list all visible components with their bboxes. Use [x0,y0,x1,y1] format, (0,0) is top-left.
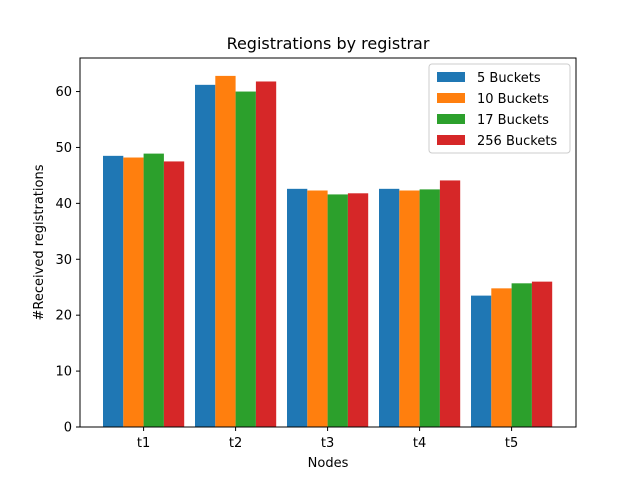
bar-t1-series-3 [143,153,164,427]
bar-t3-series-3 [327,194,348,427]
legend-entry-label: 5 Buckets [477,71,541,86]
bar-t2-series-4 [255,81,277,428]
y-axis-label: #Received registrations [32,164,47,320]
bar-t4-series-3 [419,189,440,427]
x-axis-label: Nodes [308,456,349,471]
bar-t2-series-2 [215,75,236,428]
bar-t3-series-1 [287,188,308,427]
x-axis: t1 t2 t3 t4 t5 [137,427,518,451]
legend-entry-label: 10 Buckets [477,92,549,107]
y-tick-label: 50 [55,141,72,156]
bar-t1-series-1 [103,155,124,427]
legend-swatch [437,93,465,103]
bar-t4-series-1 [379,188,400,427]
bar-t3-series-4 [347,193,369,427]
y-tick-label: 20 [55,309,72,324]
legend-swatch [437,114,465,124]
legend-box [428,63,571,154]
bar-t5-series-2 [491,288,512,427]
bar-t1-series-4 [163,161,185,427]
bar-t5-series-4 [531,281,553,427]
bar-t5-series-3 [511,283,532,427]
legend-swatch [437,135,465,145]
legend-entry-label: 17 Buckets [477,113,549,128]
bar-t1-series-2 [123,157,144,427]
y-tick-label: 10 [55,365,72,380]
bar-t3-series-2 [307,190,328,427]
bars-layer [103,75,553,428]
legend: 5 Buckets 10 Buckets 17 Buckets 256 Buckets [428,63,571,154]
x-tick-label: t3 [321,436,334,451]
bar-t2-series-1 [195,84,216,427]
legend-entry-label: 256 Buckets [477,134,557,149]
y-tick-label: 40 [55,197,72,212]
bar-t5-series-1 [471,295,492,427]
x-tick-label: t5 [505,436,518,451]
x-tick-label: t1 [137,436,150,451]
x-tick-label: t2 [229,436,242,451]
y-axis: 0 10 20 30 40 50 60 [55,85,80,436]
chart-title: Registrations by registrar [227,34,430,53]
legend-swatch [437,72,465,82]
bar-t2-series-3 [235,91,256,427]
x-tick-label: t4 [413,436,426,451]
y-tick-label: 30 [55,253,72,268]
bar-t4-series-4 [439,180,461,427]
bar-t4-series-2 [399,190,420,427]
y-tick-label: 60 [55,85,72,100]
y-tick-label: 0 [64,421,72,436]
